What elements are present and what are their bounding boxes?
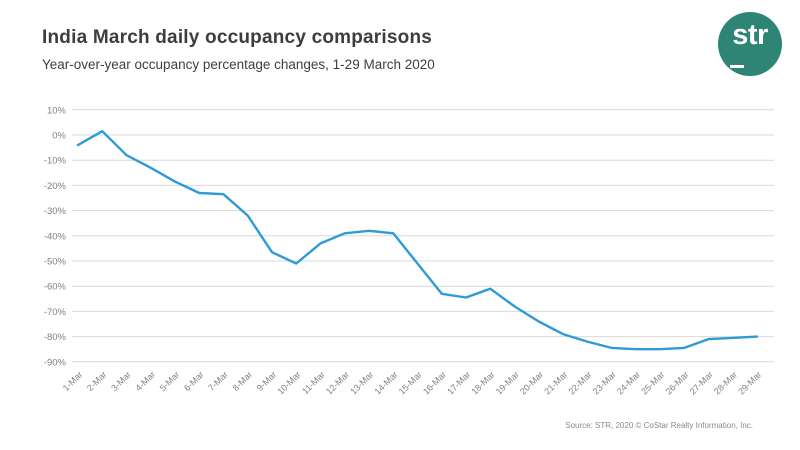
x-tick-label: 10-Mar xyxy=(275,369,302,396)
x-tick-label: 18-Mar xyxy=(469,369,496,396)
occupancy-line-chart: 10% 0% -10% -20% -30% -40% -50% -60% -70% -80% -90… xyxy=(44,105,774,397)
y-tick-label: -60% xyxy=(44,282,67,293)
y-tick-label: -30% xyxy=(44,206,67,217)
series-line xyxy=(76,130,759,351)
x-tick-label: 14-Mar xyxy=(372,369,399,396)
x-tick-label: 17-Mar xyxy=(445,369,472,396)
x-tick-label: 22-Mar xyxy=(566,369,593,396)
x-tick-label: 29-Mar xyxy=(736,369,763,396)
chart-title: India March daily occupancy comparisons xyxy=(42,27,433,48)
x-tick-label: 20-Mar xyxy=(518,369,545,396)
y-tick-label: -70% xyxy=(44,307,67,318)
str-logo-underline xyxy=(730,65,744,68)
source-attribution: Source: STR, 2020 © CoStar Realty Inform… xyxy=(565,421,753,430)
str-logo: str xyxy=(718,12,782,76)
x-tick-label: 28-Mar xyxy=(712,369,739,396)
x-tick-label: 16-Mar xyxy=(421,369,448,396)
x-tick-label: 6-Mar xyxy=(182,369,206,393)
y-tick-label: -90% xyxy=(44,357,67,368)
x-tick-label: 11-Mar xyxy=(300,369,327,396)
x-tick-label: 23-Mar xyxy=(591,369,618,396)
x-tick-label: 2-Mar xyxy=(85,369,109,393)
x-tick-label: 19-Mar xyxy=(494,369,521,396)
x-tick-label: 5-Mar xyxy=(158,369,182,393)
x-tick-label: 1-Mar xyxy=(61,369,85,393)
y-tick-label: 0% xyxy=(52,131,66,142)
chart-subtitle: Year-over-year occupancy percentage chan… xyxy=(42,57,435,72)
x-tick-label: 21-Mar xyxy=(542,369,569,396)
x-tick-label: 25-Mar xyxy=(639,369,666,396)
x-tick-label: 15-Mar xyxy=(397,369,424,396)
x-tick-label: 13-Mar xyxy=(348,369,375,396)
x-tick-label: 12-Mar xyxy=(324,369,351,396)
y-tick-label: 10% xyxy=(47,105,67,116)
y-tick-label: -50% xyxy=(44,257,67,268)
y-tick-label: -40% xyxy=(44,231,67,242)
y-tick-label: -20% xyxy=(44,181,67,192)
x-tick-label: 4-Mar xyxy=(133,369,157,393)
x-tick-label: 3-Mar xyxy=(109,369,133,393)
str-logo-text: str xyxy=(732,19,768,51)
x-tick-label: 24-Mar xyxy=(615,369,642,396)
x-tick-label: 8-Mar xyxy=(230,369,254,393)
y-tick-label: -80% xyxy=(44,332,67,343)
x-tick-label: 26-Mar xyxy=(663,369,690,396)
x-tick-label: 27-Mar xyxy=(688,369,715,396)
x-tick-label: 7-Mar xyxy=(206,369,230,393)
y-tick-label: -10% xyxy=(44,156,67,167)
